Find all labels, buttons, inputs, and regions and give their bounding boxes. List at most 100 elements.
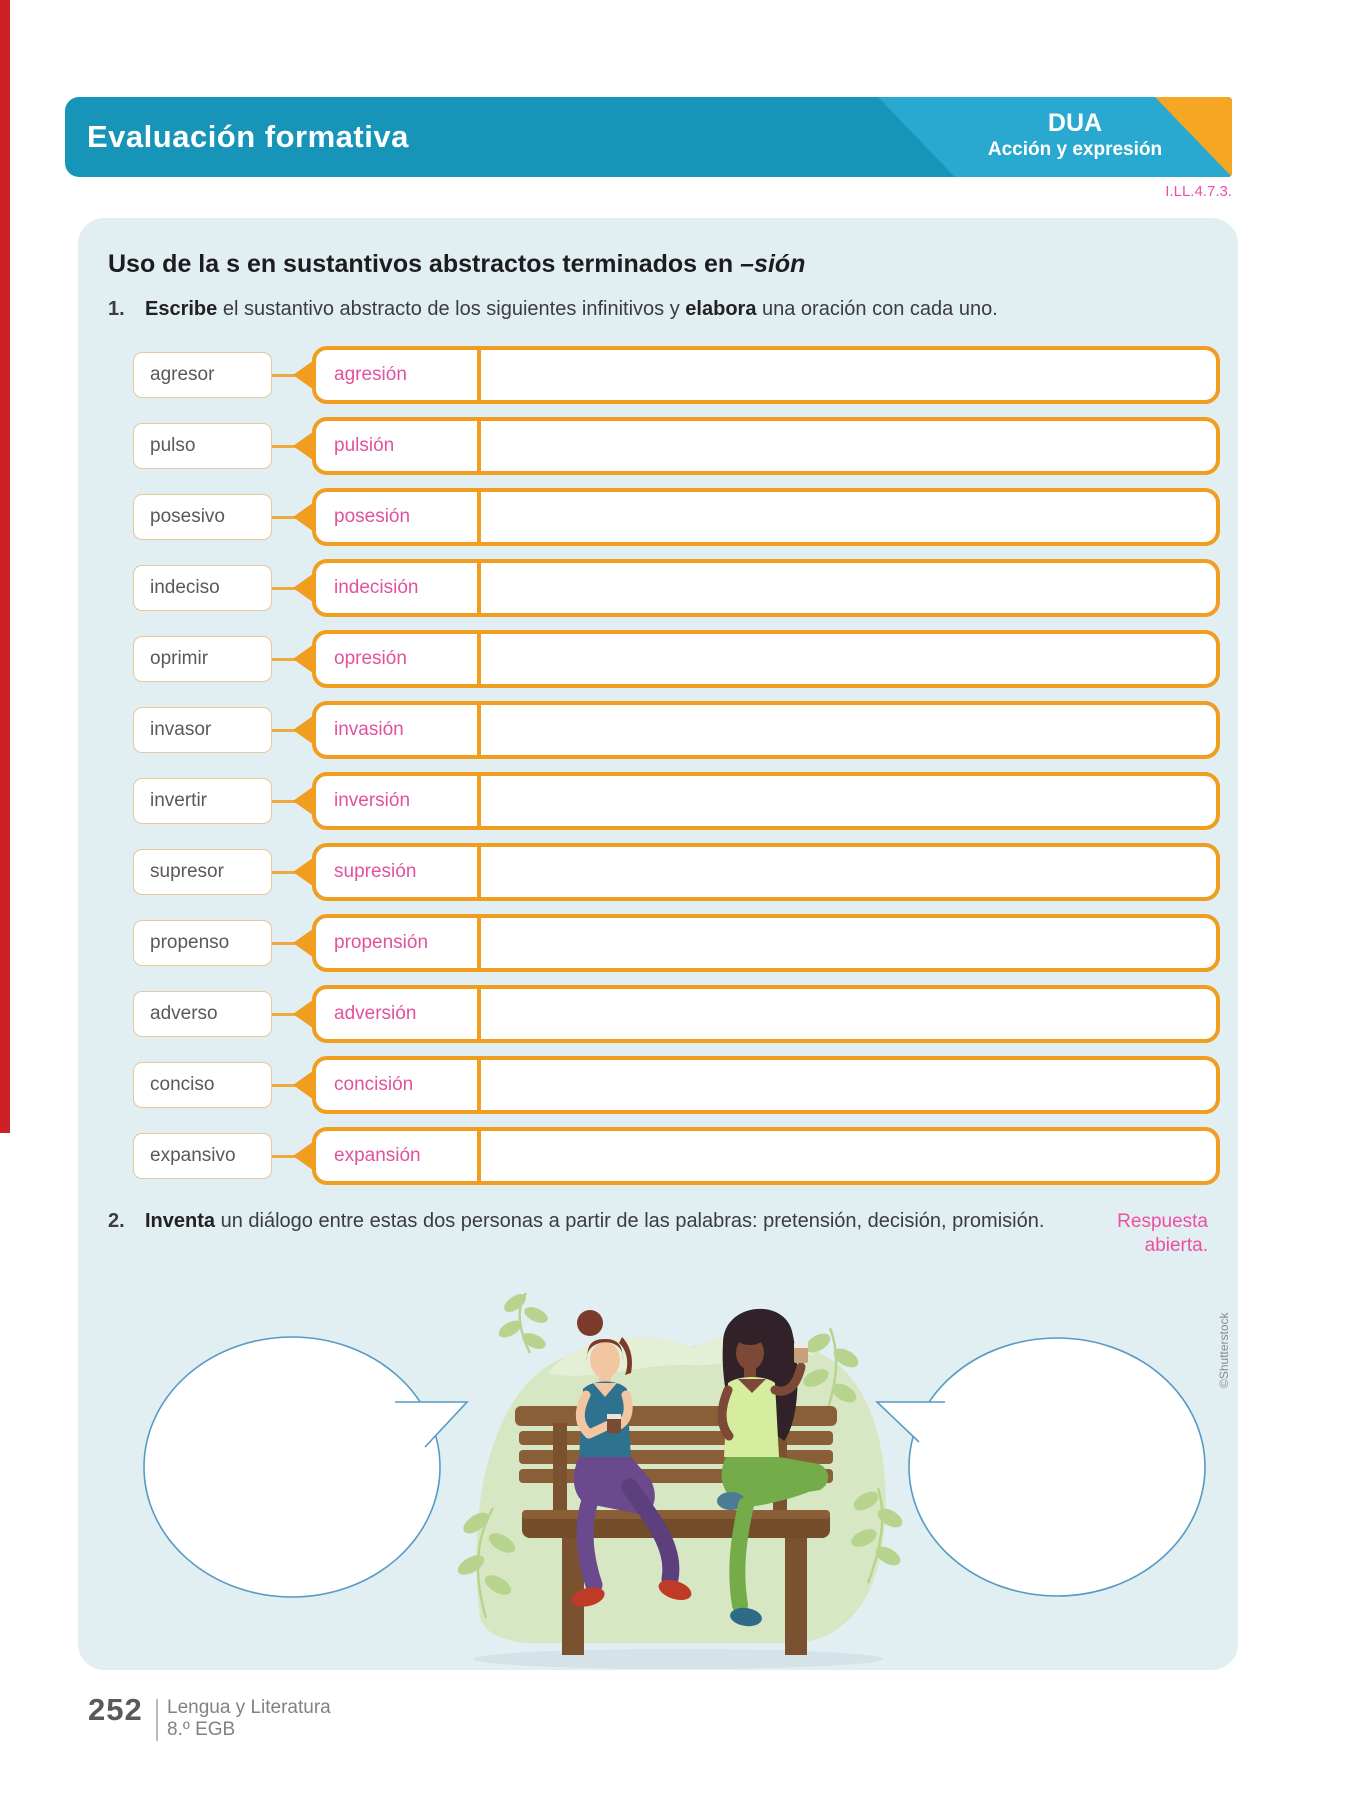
connector-line — [272, 729, 298, 732]
sentence-writing-area[interactable] — [481, 492, 1216, 542]
page-edge-strip — [0, 0, 10, 1133]
word-row: expansivo expansión — [78, 1127, 1238, 1185]
infinitive-word-label: expansivo — [150, 1145, 236, 1166]
connector-line — [272, 800, 298, 803]
worksheet-title-suffix: –sión — [740, 250, 806, 278]
arrow-left-icon — [293, 1139, 317, 1173]
answer-cell: concisión — [316, 1060, 481, 1110]
answer-label: inversión — [334, 790, 411, 811]
infinitive-word-box: propenso — [133, 920, 272, 966]
word-row: conciso concisión — [78, 1056, 1238, 1114]
exercise2-verb1: Inventa — [145, 1210, 216, 1232]
word-row: propenso propensión — [78, 914, 1238, 972]
answer-box: supresión — [312, 843, 1220, 901]
infinitive-word-box: indeciso — [133, 565, 272, 611]
infinitive-word-box: agresor — [133, 352, 272, 398]
answer-label: agresión — [334, 364, 407, 385]
word-row: adverso adversión — [78, 985, 1238, 1043]
dua-badge: DUA Acción y expresión — [960, 109, 1190, 163]
answer-label: supresión — [334, 861, 417, 882]
sentence-writing-area[interactable] — [481, 776, 1216, 826]
infinitive-word-box: adverso — [133, 991, 272, 1037]
connector-line — [272, 374, 298, 377]
connector-line — [272, 445, 298, 448]
exercise2-text: Inventa un diálogo entre estas dos perso… — [145, 1210, 1045, 1232]
infinitive-word-label: pulso — [150, 435, 196, 456]
infinitive-word-box: oprimir — [133, 636, 272, 682]
arrow-left-icon — [293, 784, 317, 818]
exercise1-instruction: 1. Escribe el sustantivo abstracto de lo… — [108, 298, 1208, 321]
answer-cell: propensión — [316, 918, 481, 968]
sentence-writing-area[interactable] — [481, 563, 1216, 613]
footer-subject-line1: Lengua y Literatura — [167, 1697, 331, 1718]
answer-cell: opresión — [316, 634, 481, 684]
answer-box: pulsión — [312, 417, 1220, 475]
arrow-left-icon — [293, 571, 317, 605]
word-rows: agresor agresión pulso pulsión posesivo — [78, 218, 1238, 1670]
dua-badge-title: DUA — [1047, 109, 1103, 137]
infinitive-word-box: invasor — [133, 707, 272, 753]
word-row: posesivo posesión — [78, 488, 1238, 546]
word-row: invertir inversión — [78, 772, 1238, 830]
answer-label: posesión — [334, 506, 411, 527]
connector-line — [272, 871, 298, 874]
sentence-writing-area[interactable] — [481, 634, 1216, 684]
word-row: supresor supresión — [78, 843, 1238, 901]
footer-subject: Lengua y Literatura 8.º EGB — [167, 1697, 331, 1741]
infinitive-word-label: propenso — [150, 932, 230, 953]
section-header-bar: Evaluación formativa DUA Acción y expres… — [65, 97, 1232, 177]
infinitive-word-label: conciso — [150, 1074, 215, 1095]
arrow-left-icon — [293, 500, 317, 534]
footer-grade-line2: 8.º EGB — [167, 1719, 236, 1740]
answer-label: indecisión — [334, 577, 419, 598]
sentence-writing-area[interactable] — [481, 421, 1216, 471]
arrow-left-icon — [293, 997, 317, 1031]
infinitive-word-box: posesivo — [133, 494, 272, 540]
sentence-writing-area[interactable] — [481, 918, 1216, 968]
speech-bubble-left[interactable] — [143, 1336, 469, 1598]
answer-label: expansión — [334, 1145, 421, 1166]
shutterstock-credit: ©Shutterstock — [1217, 1311, 1231, 1388]
word-row: pulso pulsión — [78, 417, 1238, 475]
exercise2-number: 2. — [108, 1210, 125, 1232]
answer-label: adversión — [334, 1003, 417, 1024]
answer-box: propensión — [312, 914, 1220, 972]
infinitive-word-label: agresor — [150, 364, 215, 385]
sentence-writing-area[interactable] — [481, 1131, 1216, 1181]
sentence-writing-area[interactable] — [481, 705, 1216, 755]
arrow-left-icon — [293, 429, 317, 463]
bench-shadow — [473, 1649, 883, 1669]
answer-label: propensión — [334, 932, 429, 953]
answer-label: concisión — [334, 1074, 414, 1095]
sentence-writing-area[interactable] — [481, 847, 1216, 897]
activity-panel: Uso de la s en sustantivos abstractos te… — [78, 218, 1238, 1670]
arrow-left-icon — [293, 642, 317, 676]
sentence-writing-area[interactable] — [481, 989, 1216, 1039]
exercise1-verb1: Escribe — [145, 298, 218, 320]
woman-left — [571, 1310, 692, 1607]
section-title: Evaluación formativa — [87, 119, 409, 154]
connector-line — [272, 587, 298, 590]
connector-line — [272, 1084, 298, 1087]
answer-cell: pulsión — [316, 421, 481, 471]
answer-box: adversión — [312, 985, 1220, 1043]
infinitive-word-label: invertir — [150, 790, 208, 811]
sentence-writing-area[interactable] — [481, 350, 1216, 400]
infinitive-word-box: invertir — [133, 778, 272, 824]
answer-cell: indecisión — [316, 563, 481, 613]
answer-box: opresión — [312, 630, 1220, 688]
connector-line — [272, 942, 298, 945]
arrow-left-icon — [293, 926, 317, 960]
arrow-left-icon — [293, 855, 317, 889]
infinitive-word-box: supresor — [133, 849, 272, 895]
connector-line — [272, 1013, 298, 1016]
infinitive-word-label: invasor — [150, 719, 212, 740]
connector-line — [272, 658, 298, 661]
speech-bubble-right[interactable] — [875, 1337, 1206, 1597]
arrow-left-icon — [293, 713, 317, 747]
answer-cell: invasión — [316, 705, 481, 755]
sentence-writing-area[interactable] — [481, 1060, 1216, 1110]
connector-line — [272, 516, 298, 519]
exercise2-instruction: 2. Inventa un diálogo entre estas dos pe… — [108, 1210, 1208, 1258]
